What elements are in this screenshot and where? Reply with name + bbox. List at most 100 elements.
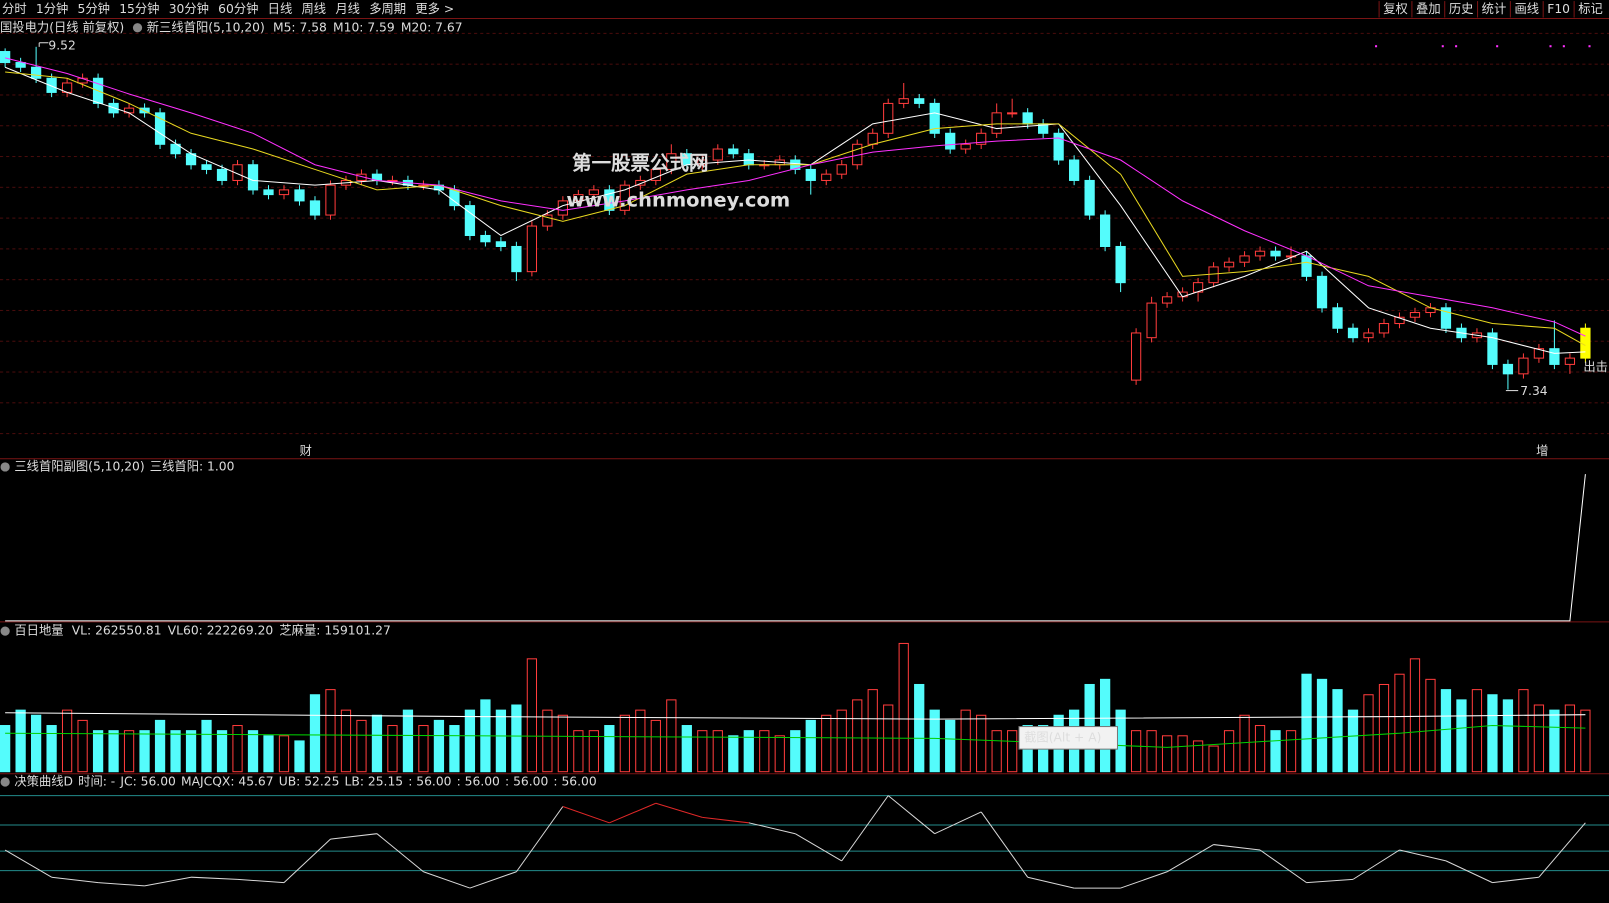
volume-bar — [356, 719, 367, 773]
volume-line — [5, 712, 1586, 720]
volume-bar — [991, 730, 1002, 773]
decision-segment — [4, 849, 52, 878]
candle-body — [883, 102, 894, 134]
volume-bar — [139, 730, 150, 773]
candle-body — [464, 205, 476, 236]
decision-segment — [609, 802, 657, 824]
period-tab[interactable]: 周线 — [302, 2, 327, 16]
volume-bar — [836, 709, 847, 773]
panel-icon — [0, 462, 10, 472]
decision-segment — [376, 833, 424, 873]
decision-segment — [469, 871, 517, 889]
volume-bar — [867, 689, 878, 773]
tool-button[interactable]: 复权 — [1383, 2, 1408, 16]
volume-bar — [30, 714, 42, 773]
volume-bar — [154, 719, 166, 773]
tool-button[interactable]: 画线 — [1514, 2, 1539, 16]
volume-bar — [666, 699, 677, 773]
tool-button[interactable]: 统计 — [1482, 2, 1507, 16]
tool-button[interactable]: 历史 — [1449, 2, 1474, 16]
volume-bar — [1580, 709, 1591, 773]
candle-body — [15, 62, 26, 68]
tool-button[interactable]: 标记 — [1578, 2, 1603, 16]
watermark: www.chnmoney.com — [566, 189, 790, 212]
volume-bar — [1425, 678, 1436, 773]
period-tab[interactable]: 更多 > — [415, 2, 454, 16]
volume-bar — [976, 714, 987, 773]
decision-segment — [51, 876, 99, 884]
volume-bar — [542, 709, 553, 773]
tool-button[interactable]: F10 — [1547, 2, 1570, 16]
candle-body — [154, 112, 166, 145]
volume-bar — [247, 730, 259, 773]
candle-body — [991, 112, 1002, 134]
decision-segment — [237, 878, 285, 884]
panel-legend: : 56.00 — [553, 774, 596, 788]
candle-body — [1239, 255, 1250, 263]
volume-bar — [728, 735, 739, 773]
volume-bar — [1378, 683, 1390, 773]
period-tab[interactable]: 1分钟 — [36, 1, 68, 16]
period-tab[interactable]: 月线 — [335, 2, 360, 16]
volume-bar — [650, 719, 661, 773]
volume-bar — [170, 730, 181, 773]
period-tab[interactable]: 30分钟 — [169, 1, 209, 16]
candle-body — [1115, 245, 1126, 284]
candle-body — [1301, 255, 1312, 277]
watermark: 第一股票公式网 — [572, 152, 708, 175]
candle-body — [712, 148, 723, 161]
period-tab[interactable]: 60分钟 — [218, 1, 258, 16]
candle-body — [511, 245, 522, 273]
candle-body — [1053, 132, 1064, 161]
volume-bar — [495, 709, 507, 773]
candle-body — [836, 164, 847, 175]
volume-bar — [278, 735, 290, 773]
candle-body — [666, 153, 677, 170]
tool-button[interactable]: 叠加 — [1416, 2, 1441, 16]
volume-bar — [681, 725, 692, 773]
candle-body — [1270, 250, 1281, 257]
volume-bar — [743, 730, 754, 773]
decision-segment — [98, 882, 145, 887]
candle-body — [1099, 214, 1111, 248]
volume-bar — [1533, 704, 1545, 773]
period-tab[interactable]: 5分钟 — [78, 1, 110, 16]
candle-body — [542, 214, 553, 227]
decision-segment — [191, 876, 238, 880]
volume-bar — [712, 730, 723, 773]
candle-body — [1440, 307, 1452, 329]
volume-bar — [1130, 730, 1142, 773]
volume-bar — [526, 658, 538, 773]
tooltip-box — [1018, 726, 1118, 750]
candle-body — [1409, 312, 1421, 318]
candle-body — [929, 102, 940, 134]
panel-legend: 芝麻量: 159101.27 — [279, 623, 390, 638]
panel-title: 决策曲线D — [14, 773, 73, 788]
volume-bar — [1270, 730, 1281, 773]
candle-body — [1502, 363, 1514, 375]
ma-legend: M20: 7.67 — [401, 20, 463, 34]
period-tab[interactable]: 日线 — [268, 2, 293, 16]
volume-bar — [573, 730, 584, 773]
indicator-icon — [132, 23, 143, 33]
volume-bar — [1316, 678, 1328, 773]
panel-legend: 三线首阳: 1.00 — [150, 459, 235, 473]
decision-segment — [1213, 844, 1261, 851]
candle-body — [46, 77, 57, 93]
candle-body — [1161, 296, 1173, 304]
indicator-name: 新三线首阳(5,10,20) — [147, 19, 265, 34]
period-tab[interactable]: 15分钟 — [119, 1, 159, 16]
candle-body — [1378, 323, 1390, 334]
candle-body — [495, 241, 507, 248]
volume-bar — [418, 725, 429, 773]
candle-body — [1487, 332, 1498, 365]
volume-bar — [309, 694, 321, 773]
period-tab[interactable]: 多周期 — [369, 2, 406, 16]
decision-segment — [1538, 822, 1586, 878]
low-label: 7.34 — [1520, 384, 1548, 398]
candle-body — [1130, 332, 1142, 381]
volume-bar — [604, 725, 615, 773]
background-grid — [0, 18, 1609, 458]
volume-bar — [1332, 689, 1343, 773]
period-tab[interactable]: 分时 — [2, 2, 27, 16]
